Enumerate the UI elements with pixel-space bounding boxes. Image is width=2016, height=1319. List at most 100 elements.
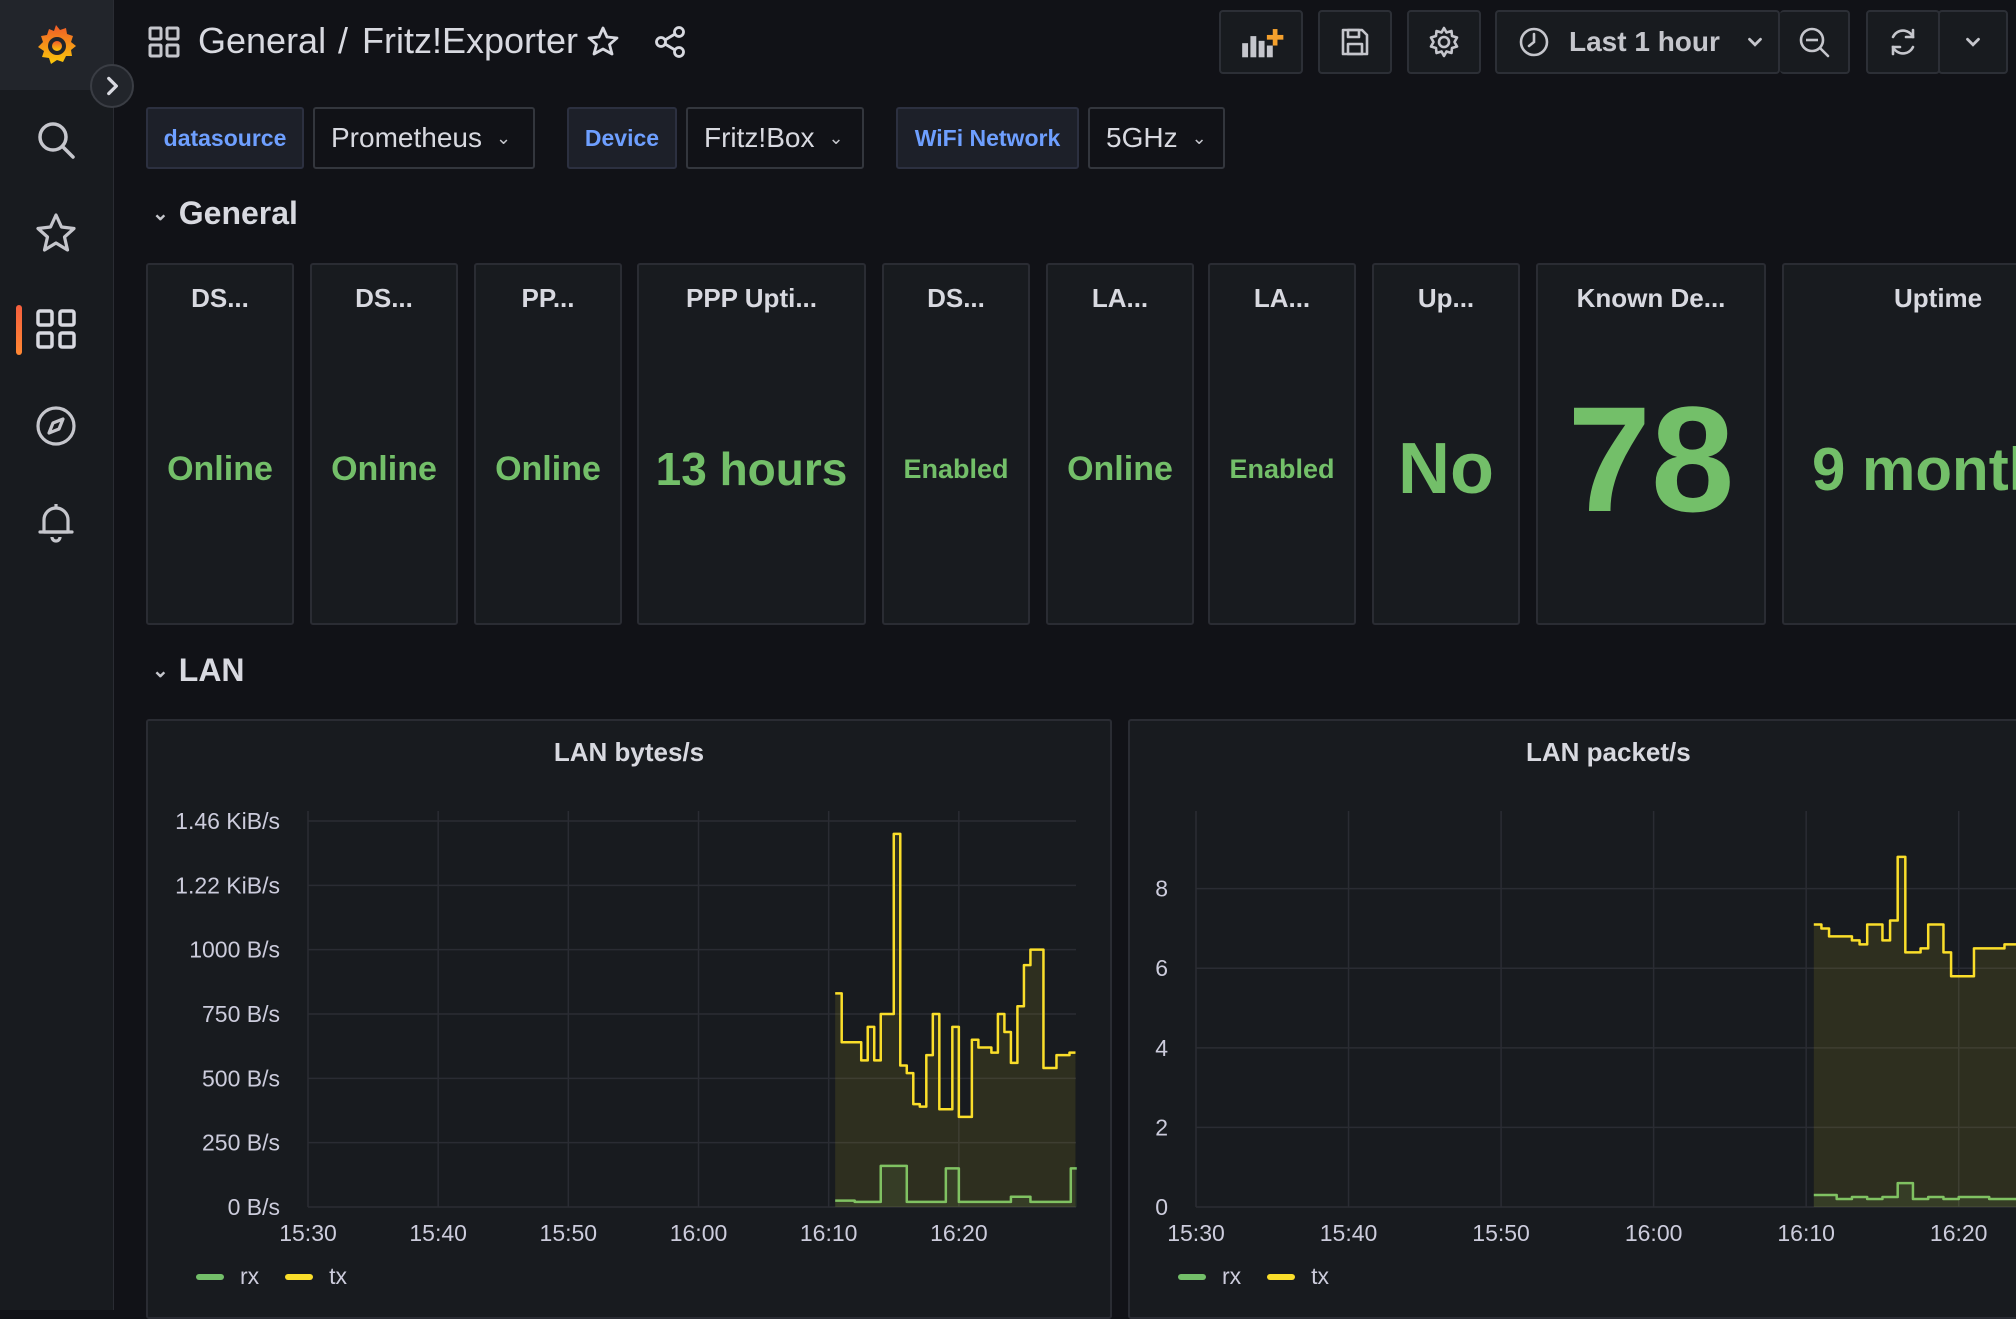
panel-title: LA... xyxy=(1091,283,1149,313)
chevron-right-icon xyxy=(107,76,118,96)
stat-panel[interactable]: PPP Upti... 13 hours xyxy=(637,263,866,625)
variable-select-wifi-network[interactable]: 5GHz ⌄ xyxy=(1088,107,1225,169)
series-line-tx xyxy=(1813,855,2016,978)
chart-legend: rx tx xyxy=(196,1263,373,1290)
search-icon[interactable] xyxy=(28,112,84,168)
x-tick-label: 16:00 xyxy=(670,1220,728,1246)
legend-label: tx xyxy=(329,1263,348,1289)
panel-title: DS... xyxy=(191,283,249,313)
y-tick-label: 1000 B/s xyxy=(189,937,280,963)
series-area-tx xyxy=(1813,856,2016,1207)
legend-swatch xyxy=(285,1273,314,1280)
chevron-down-icon: ⌄ xyxy=(495,127,512,148)
panel-title: LAN bytes/s xyxy=(553,737,705,767)
legend-label: rx xyxy=(240,1263,260,1289)
breadcrumb-separator: / xyxy=(338,20,349,61)
stat-value: Online xyxy=(167,449,273,488)
panel-title: DS... xyxy=(355,283,413,313)
y-tick-label: 750 B/s xyxy=(202,1001,280,1027)
stat-panel[interactable]: LA... Online xyxy=(1046,263,1194,625)
stat-panel[interactable]: DS... Online xyxy=(146,263,294,625)
y-tick-label: 4 xyxy=(1155,1035,1168,1061)
refresh-button[interactable] xyxy=(1866,10,1940,74)
row-header-general[interactable]: ⌄ General xyxy=(152,195,298,232)
row-header-lan[interactable]: ⌄ LAN xyxy=(152,652,245,689)
star-icon[interactable] xyxy=(28,206,84,262)
panel-title: PP... xyxy=(521,283,575,313)
legend-item-tx[interactable]: tx xyxy=(285,1263,347,1290)
save-icon xyxy=(1341,28,1369,56)
legend-item-tx[interactable]: tx xyxy=(1267,1263,1329,1290)
row-title: LAN xyxy=(178,652,245,688)
breadcrumb-folder[interactable]: General xyxy=(198,20,327,61)
graph-panel-lan-packets[interactable]: LAN packet/s 0 2 4 6 8 15:30 15:40 15:50 16:00 16… xyxy=(1128,719,2016,1319)
x-tick-label: 16:10 xyxy=(800,1220,858,1246)
x-tick-label: 15:30 xyxy=(1167,1220,1225,1246)
series-area-tx xyxy=(835,833,1076,1207)
legend-item-rx[interactable]: rx xyxy=(1178,1263,1241,1290)
panel-title: LAN packet/s xyxy=(1526,737,1691,767)
expand-menu-button[interactable] xyxy=(90,64,134,108)
y-tick-label: 2 xyxy=(1155,1114,1168,1140)
stat-panel[interactable]: Uptime 9 months xyxy=(1782,263,2016,625)
chevron-down-icon xyxy=(1966,37,1980,47)
variable-label-device: Device xyxy=(567,107,677,169)
settings-button[interactable] xyxy=(1407,10,1481,74)
variable-select-device[interactable]: Fritz!Box ⌄ xyxy=(686,107,864,169)
row-title: General xyxy=(178,195,298,231)
variable-value: Prometheus xyxy=(331,122,482,153)
y-tick-label: 500 B/s xyxy=(202,1065,280,1091)
stat-value: 13 hours xyxy=(655,443,848,495)
panel-title: Up... xyxy=(1417,283,1475,313)
stat-panel[interactable]: LA... Enabled xyxy=(1208,263,1356,625)
time-picker-button[interactable]: Last 1 hour xyxy=(1495,10,1780,74)
stat-panel[interactable]: DS... Enabled xyxy=(882,263,1030,625)
explore-icon[interactable] xyxy=(28,398,84,454)
dashboards-icon[interactable] xyxy=(28,301,84,357)
stat-panel[interactable]: PP... Online xyxy=(474,263,622,625)
x-tick-label: 16:20 xyxy=(930,1220,988,1246)
legend-swatch xyxy=(1178,1273,1206,1280)
legend-item-rx[interactable]: rx xyxy=(196,1263,259,1290)
series-line-tx xyxy=(835,832,1076,1119)
clock-icon xyxy=(1519,27,1549,57)
save-button[interactable] xyxy=(1318,10,1392,74)
stat-panel[interactable]: Up... No xyxy=(1372,263,1520,625)
y-tick-label: 8 xyxy=(1155,876,1168,902)
y-tick-label: 6 xyxy=(1155,955,1168,981)
dashboard-title[interactable]: Fritz!Exporter xyxy=(362,20,579,61)
graph-panel-lan-bytes[interactable]: LAN bytes/s 0 B/s 250 B/s 500 B/s 750 B/s 10… xyxy=(146,719,1112,1319)
star-icon[interactable] xyxy=(585,24,621,60)
legend-label: tx xyxy=(1311,1263,1330,1289)
x-tick-label: 16:20 xyxy=(1930,1220,1988,1246)
stat-value: 9 months xyxy=(1812,435,2016,503)
stat-panel[interactable]: Known De... 78 xyxy=(1536,263,1766,625)
gear-icon xyxy=(1429,26,1459,58)
sidebar xyxy=(0,0,114,1310)
stat-panel[interactable]: DS... Online xyxy=(310,263,458,625)
series-area-rx xyxy=(1813,1183,2016,1207)
time-range-label: Last 1 hour xyxy=(1569,26,1720,57)
alerting-icon[interactable] xyxy=(28,494,84,550)
series-line-rx xyxy=(835,1164,1077,1204)
stat-value: Online xyxy=(331,449,437,488)
y-tick-label: 1.46 KiB/s xyxy=(175,808,280,834)
active-indicator xyxy=(16,305,22,355)
stat-value: Online xyxy=(495,449,601,488)
refresh-interval-dropdown[interactable] xyxy=(1938,10,2008,74)
zoom-out-button[interactable] xyxy=(1780,10,1850,74)
variable-select-datasource[interactable]: Prometheus ⌄ xyxy=(313,107,535,169)
chart-plot: 0 2 4 6 8 15:30 15:40 15:50 16:00 16:10 16:20 xyxy=(1155,811,2016,1246)
x-tick-label: 15:50 xyxy=(1472,1220,1530,1246)
refresh-icon xyxy=(1891,28,1915,56)
grafana-logo-icon xyxy=(28,17,84,73)
variable-value: 5GHz xyxy=(1106,122,1178,153)
add-panel-button[interactable] xyxy=(1219,10,1303,74)
x-tick-label: 15:40 xyxy=(1320,1220,1378,1246)
share-icon[interactable] xyxy=(652,24,688,60)
grid-icon xyxy=(147,25,181,59)
legend-swatch xyxy=(1267,1273,1296,1280)
stat-value: Enabled xyxy=(903,453,1009,484)
home-link[interactable] xyxy=(0,0,113,90)
stat-value: 78 xyxy=(1567,374,1735,543)
